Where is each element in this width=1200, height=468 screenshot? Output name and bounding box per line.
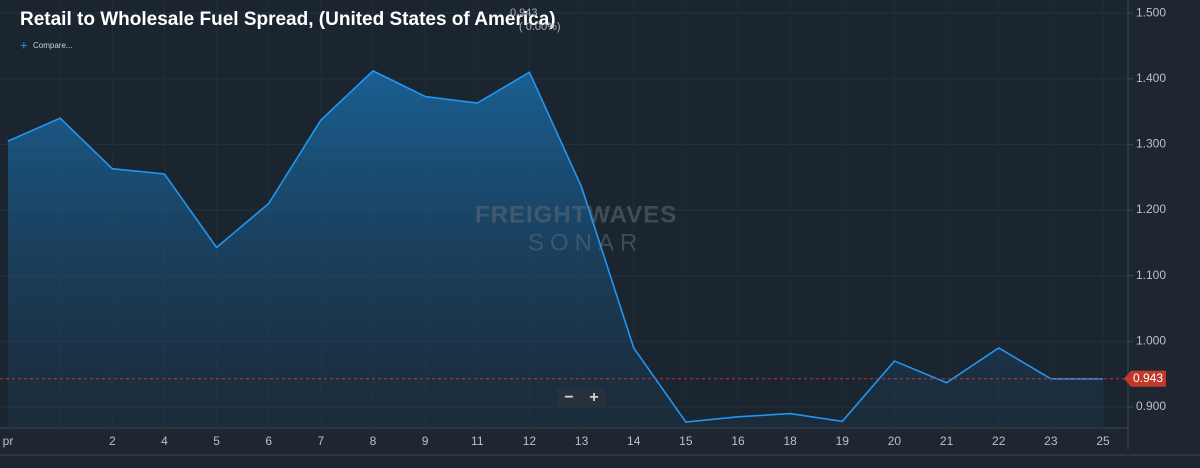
x-tick-label: 7 xyxy=(318,434,325,448)
compare-button[interactable]: Compare... xyxy=(33,41,73,50)
x-tick-label: 18 xyxy=(783,434,797,448)
chart-title: Retail to Wholesale Fuel Spread, (United… xyxy=(20,9,556,30)
y-tick-label: 1.100 xyxy=(1136,268,1166,282)
watermark: FREIGHTWAVES xyxy=(475,201,677,228)
x-tick-label: 21 xyxy=(940,434,954,448)
x-tick-label: 25 xyxy=(1096,434,1110,448)
y-tick-label: 1.500 xyxy=(1136,5,1166,19)
x-tick-label: pr xyxy=(3,434,14,448)
x-tick-label: 9 xyxy=(422,434,429,448)
y-tick-label: 1.000 xyxy=(1136,334,1166,348)
x-tick-label: 13 xyxy=(575,434,589,448)
y-tick-label: 1.300 xyxy=(1136,137,1166,151)
x-tick-label: 19 xyxy=(836,434,850,448)
x-tick-label: 2 xyxy=(109,434,116,448)
y-tick-label: 0.900 xyxy=(1136,399,1166,413)
x-tick-label: 16 xyxy=(731,434,745,448)
watermark: SONAR xyxy=(528,229,643,256)
x-tick-label: 14 xyxy=(627,434,641,448)
line xyxy=(7,69,1103,423)
y-tick-label: 1.400 xyxy=(1136,71,1166,85)
x-tick-label: 15 xyxy=(679,434,693,448)
zoom-panel xyxy=(557,388,605,408)
x-tick-label: 4 xyxy=(161,434,168,448)
area xyxy=(8,70,1103,429)
header-value: 0.943 xyxy=(510,7,538,19)
last-value-tag xyxy=(1124,370,1166,387)
change-label: ( 0.00%) xyxy=(519,21,561,33)
x-tick-label: 20 xyxy=(888,434,902,448)
x-tick-label: 23 xyxy=(1044,434,1058,448)
x-tick-label: 12 xyxy=(523,434,537,448)
x-tick-label: 5 xyxy=(213,434,220,448)
compare-icon[interactable]: + xyxy=(20,37,28,52)
last-value-label: 0.943 xyxy=(1133,371,1163,385)
x-tick-label: 6 xyxy=(265,434,272,448)
x-tick-label: 8 xyxy=(370,434,377,448)
x-tick-label: 22 xyxy=(992,434,1006,448)
x-tick-label: 11 xyxy=(471,434,484,448)
zoom-out[interactable]: − xyxy=(564,389,573,406)
y-tick-label: 1.200 xyxy=(1136,202,1166,216)
zoom-in[interactable]: + xyxy=(589,389,598,406)
